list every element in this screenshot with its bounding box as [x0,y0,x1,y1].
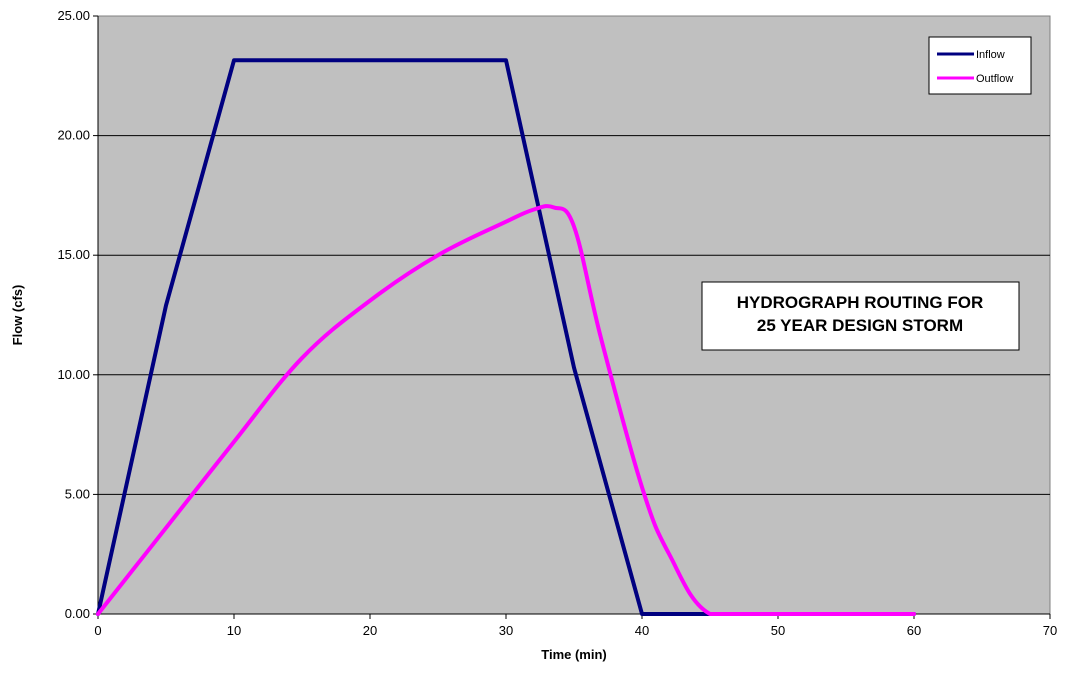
x-tick-label: 40 [635,623,649,638]
chart-title-line-1: HYDROGRAPH ROUTING FOR [737,293,984,312]
axes: 0.00 5.00 10.00 15.00 20.00 25.00 0 10 20 30 40 50 6… [57,8,1057,638]
chart-title-box: HYDROGRAPH ROUTING FOR 25 YEAR DESIGN ST… [701,281,1020,351]
x-tick-label: 30 [499,623,513,638]
y-tick-label: 20.00 [57,128,90,143]
x-axis-title: Time (min) [541,647,607,662]
x-tick-label: 20 [363,623,377,638]
chart-title-background [701,281,1020,351]
series-layer [96,58,916,617]
legend: Inflow Outflow [928,36,1032,95]
y-tick-label: 10.00 [57,367,90,382]
x-tick-label: 0 [94,623,101,638]
y-tick-label: 5.00 [65,486,90,501]
x-tick-label: 70 [1043,623,1057,638]
series-line-outflow [96,204,916,617]
x-tick-label: 10 [227,623,241,638]
y-tick-label: 0.00 [65,606,90,621]
legend-box [928,36,1032,95]
y-tick-label: 15.00 [57,247,90,262]
y-axis-title: Flow (cfs) [10,285,25,346]
x-tick-label: 60 [907,623,921,638]
legend-label-inflow: Inflow [976,49,1005,61]
legend-label-outflow: Outflow [976,73,1013,85]
x-tick-label: 50 [771,623,785,638]
chart-title-line-2: 25 YEAR DESIGN STORM [757,316,963,335]
y-tick-label: 25.00 [57,8,90,23]
